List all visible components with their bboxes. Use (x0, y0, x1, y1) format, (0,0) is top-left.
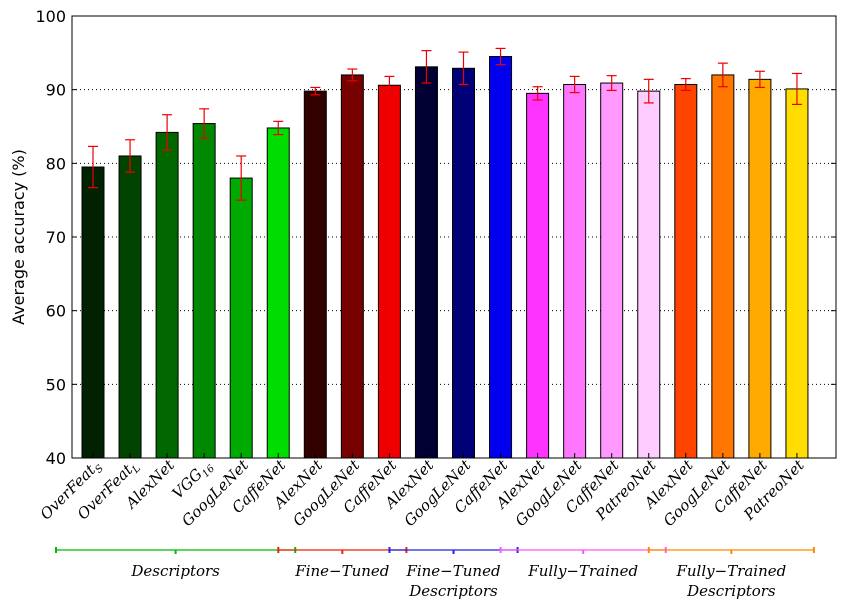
bar-10 (452, 67, 475, 459)
y-tick-label: 50 (46, 375, 66, 394)
grid-lines (72, 89, 836, 385)
bar-14 (600, 82, 624, 459)
bars (81, 56, 809, 459)
bar-7 (340, 74, 364, 459)
bar-18 (748, 78, 772, 459)
y-tick-label: 60 (46, 302, 66, 321)
x-tick-label-2: AlexNet (121, 455, 179, 513)
group-label: Descriptors (408, 582, 498, 600)
group-label: Descriptors (686, 582, 776, 600)
y-axis: 40 50 60 70 80 90 100 (35, 7, 836, 468)
y-tick-label: 40 (46, 449, 66, 468)
bar-19 (785, 88, 809, 459)
bar-16 (674, 84, 698, 459)
bar-8 (377, 84, 401, 459)
bar-3 (192, 123, 216, 459)
group-label: Fine−Tuned (405, 562, 500, 580)
y-tick-label: 90 (46, 81, 66, 100)
bar-13 (563, 84, 587, 459)
y-tick-label: 100 (35, 7, 66, 26)
group-label: Fully−Trained (675, 562, 786, 580)
error-bars (88, 47, 802, 201)
group-label: Fully−Trained (527, 562, 638, 580)
group-label: Fine−Tuned (294, 562, 389, 580)
bar-9 (414, 66, 438, 459)
group-bracket-4: Fully−Trained Descriptors (647, 547, 815, 600)
bar-4 (229, 177, 253, 459)
group-brackets: Descriptors Fine−Tuned Fine−Tuned Descripto… (55, 547, 815, 600)
x-tick-label-text: AlexNet (121, 455, 179, 513)
bar-15 (637, 90, 661, 459)
x-axis-labels: OverFeatSOverFeatLAlexNetVGG16GoogLeNetC… (37, 453, 808, 530)
y-tick-label: 80 (46, 154, 66, 173)
bar-12 (526, 92, 550, 459)
group-bracket-3: Fully−Trained (499, 547, 667, 580)
y-axis-title: Average accuracy (%) (9, 149, 28, 325)
y-tick-label: 70 (46, 228, 66, 247)
bar-17 (711, 74, 735, 459)
group-bracket-1: Fine−Tuned (277, 547, 408, 580)
group-bracket-2: Fine−Tuned Descriptors (388, 547, 519, 600)
bar-0 (81, 166, 105, 459)
bar-11 (489, 56, 513, 459)
bar-5 (266, 127, 290, 459)
bar-6 (303, 90, 327, 459)
group-label: Descriptors (130, 562, 220, 580)
bar-1 (118, 155, 142, 459)
group-bracket-0: Descriptors (55, 547, 297, 580)
bar-2 (155, 131, 179, 459)
